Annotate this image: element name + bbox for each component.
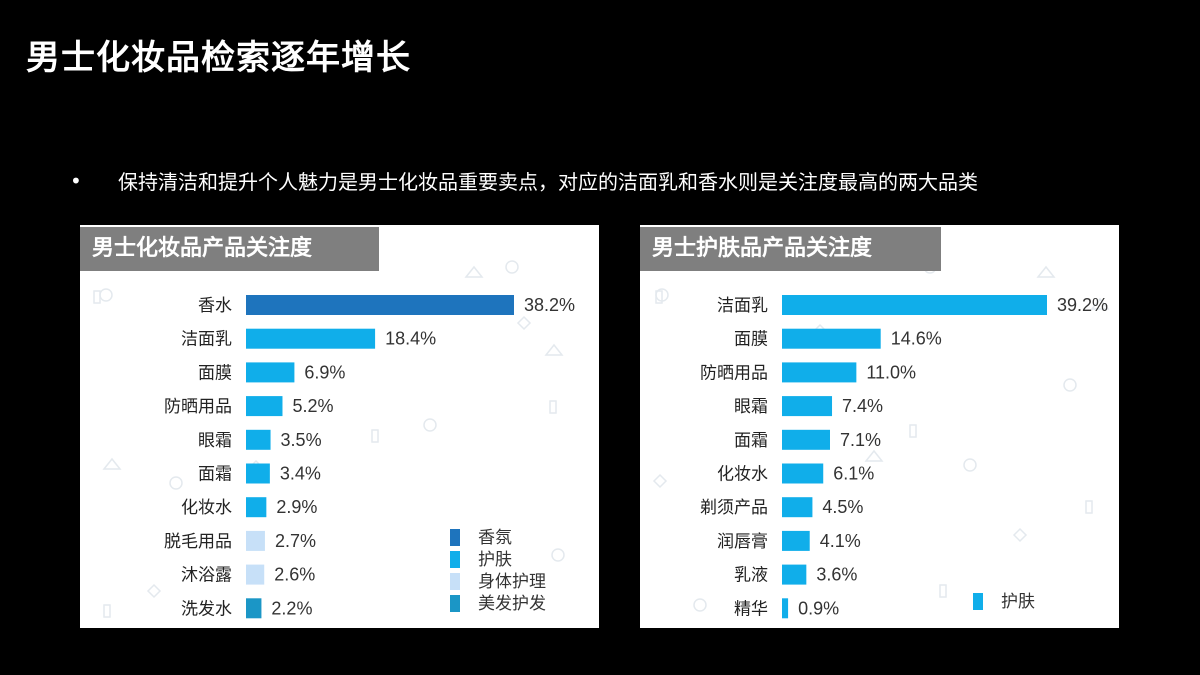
chart-title: 男士护肤品产品关注度 (640, 227, 941, 271)
bar (782, 564, 807, 585)
category-label: 沐浴露 (181, 566, 232, 586)
category-label: 化妆水 (181, 498, 232, 518)
value-label: 2.6% (274, 565, 315, 585)
category-label: 洁面乳 (181, 330, 232, 350)
category-label: 面膜 (198, 363, 232, 383)
legend-label: 护肤 (1001, 592, 1035, 612)
chart-title: 男士化妆品产品关注度 (80, 227, 379, 271)
legend-swatch (450, 595, 460, 612)
legend-swatch (450, 573, 460, 590)
bar (246, 463, 270, 484)
value-label: 6.9% (304, 362, 345, 382)
bar (782, 497, 813, 518)
bullet-text: 保持清洁和提升个人魅力是男士化妆品重要卖点，对应的洁面乳和香水则是关注度最高的两… (118, 170, 978, 194)
legend-label: 身体护理 (478, 572, 546, 592)
bullet-point: • 保持清洁和提升个人魅力是男士化妆品重要卖点，对应的洁面乳和香水则是关注度最高… (70, 166, 978, 195)
bar (782, 598, 789, 619)
category-label: 防晒用品 (164, 397, 232, 417)
category-label: 香水 (198, 296, 232, 316)
value-label: 2.7% (275, 531, 316, 551)
value-label: 11.0% (866, 362, 916, 382)
category-label: 面霜 (734, 431, 768, 451)
category-label: 洁面乳 (717, 296, 768, 316)
bar (782, 362, 857, 383)
bar (246, 429, 271, 450)
legend-swatch (450, 529, 460, 546)
legend-label: 护肤 (478, 550, 512, 570)
category-label: 面膜 (734, 330, 768, 350)
bar (246, 295, 514, 315)
category-label: 洗发水 (181, 599, 232, 619)
bar (782, 463, 824, 484)
chart-panel-overall: 男士化妆品产品关注度 香水 38.2% 洁面乳 18.4% 面膜 6.9% 防晒用品 5.2%… (80, 225, 599, 628)
value-label: 5.2% (292, 396, 333, 416)
value-label: 7.1% (840, 430, 881, 450)
value-label: 2.9% (276, 497, 317, 517)
bar (246, 396, 283, 417)
bar-chart-skincare: 洁面乳 39.2% 面膜 14.6% 防晒用品 11.0% 眼霜 7.4% 面霜 7.1% 化妆水 6… (700, 295, 1108, 619)
bar (782, 530, 810, 551)
category-label: 眼霜 (734, 397, 768, 417)
value-label: 4.5% (822, 497, 863, 517)
chart-panel-skincare: 男士护肤品产品关注度 洁面乳 39.2% 面膜 14.6% 防晒用品 11.0% 眼霜 7.4… (640, 225, 1119, 628)
legend-label: 香氛 (478, 528, 512, 548)
bar (246, 530, 265, 551)
slide-title: 男士化妆品检索逐年增长 (26, 38, 411, 78)
bar (782, 295, 1047, 315)
value-label: 39.2% (1057, 295, 1108, 315)
value-label: 3.6% (816, 565, 857, 585)
category-label: 化妆水 (717, 465, 768, 485)
value-label: 4.1% (820, 531, 861, 551)
category-label: 精华 (734, 599, 768, 619)
category-label: 乳液 (734, 566, 768, 586)
value-label: 14.6% (891, 329, 942, 349)
category-label: 剃须产品 (700, 498, 768, 518)
category-label: 防晒用品 (700, 363, 768, 383)
value-label: 2.2% (271, 598, 312, 618)
legend-swatch (450, 551, 460, 568)
bar (246, 362, 295, 383)
legend-label: 美发护发 (478, 594, 546, 614)
value-label: 3.4% (280, 464, 321, 484)
category-label: 面霜 (198, 465, 232, 485)
value-label: 6.1% (833, 464, 874, 484)
bar (246, 497, 267, 518)
value-label: 18.4% (385, 329, 436, 349)
bar (782, 429, 830, 450)
legend-swatch (973, 593, 983, 610)
category-label: 眼霜 (198, 431, 232, 451)
value-label: 3.5% (281, 430, 322, 450)
bar-chart-overall: 香水 38.2% 洁面乳 18.4% 面膜 6.9% 防晒用品 5.2% 眼霜 3.5% 面霜 3.4… (164, 295, 575, 619)
category-label: 润唇膏 (717, 531, 768, 552)
bar (246, 564, 265, 585)
bar (246, 598, 262, 619)
value-label: 0.9% (798, 598, 839, 618)
bar (246, 328, 376, 349)
value-label: 7.4% (842, 396, 883, 416)
value-label: 38.2% (524, 295, 575, 315)
bullet-marker: • (70, 168, 82, 193)
category-label: 脱毛用品 (164, 532, 232, 552)
bar (782, 396, 833, 417)
bar (782, 328, 881, 349)
